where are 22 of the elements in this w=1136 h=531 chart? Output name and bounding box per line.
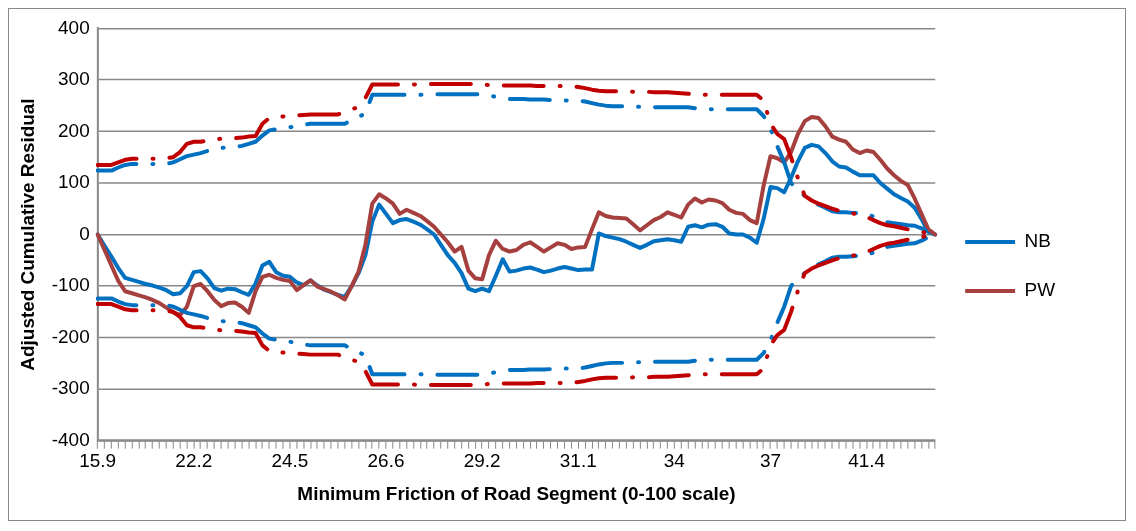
legend-label: PW	[1024, 279, 1056, 301]
y-tick-label: 100	[58, 171, 90, 193]
y-tick-label: 200	[58, 119, 90, 141]
x-tick-label: 26.6	[367, 450, 405, 472]
x-tick-label: 22.2	[175, 450, 213, 472]
x-tick-label: 29.2	[463, 450, 501, 472]
x-tick-label: 37	[759, 450, 782, 472]
y-tick-label: 0	[79, 222, 90, 244]
y-tick-label: 400	[58, 16, 90, 38]
x-tick-label: 31.1	[559, 450, 597, 472]
y-tick-label: -100	[51, 274, 90, 296]
x-tick-label: 24.5	[271, 450, 309, 472]
x-tick-label: 41.4	[848, 450, 886, 472]
y-tick-label: -300	[51, 377, 90, 399]
y-tick-label: -400	[51, 428, 90, 450]
x-axis-title: Minimum Friction of Road Segment (0-100 scale)	[297, 482, 736, 504]
x-tick-label: 34	[663, 450, 685, 472]
y-tick-label: 300	[58, 68, 90, 90]
y-axis-title: Adjusted Cumulative Residual	[16, 98, 38, 371]
x-tick-label: 15.9	[79, 450, 117, 472]
y-tick-label: -200	[51, 325, 90, 347]
legend-label: NB	[1024, 230, 1051, 252]
